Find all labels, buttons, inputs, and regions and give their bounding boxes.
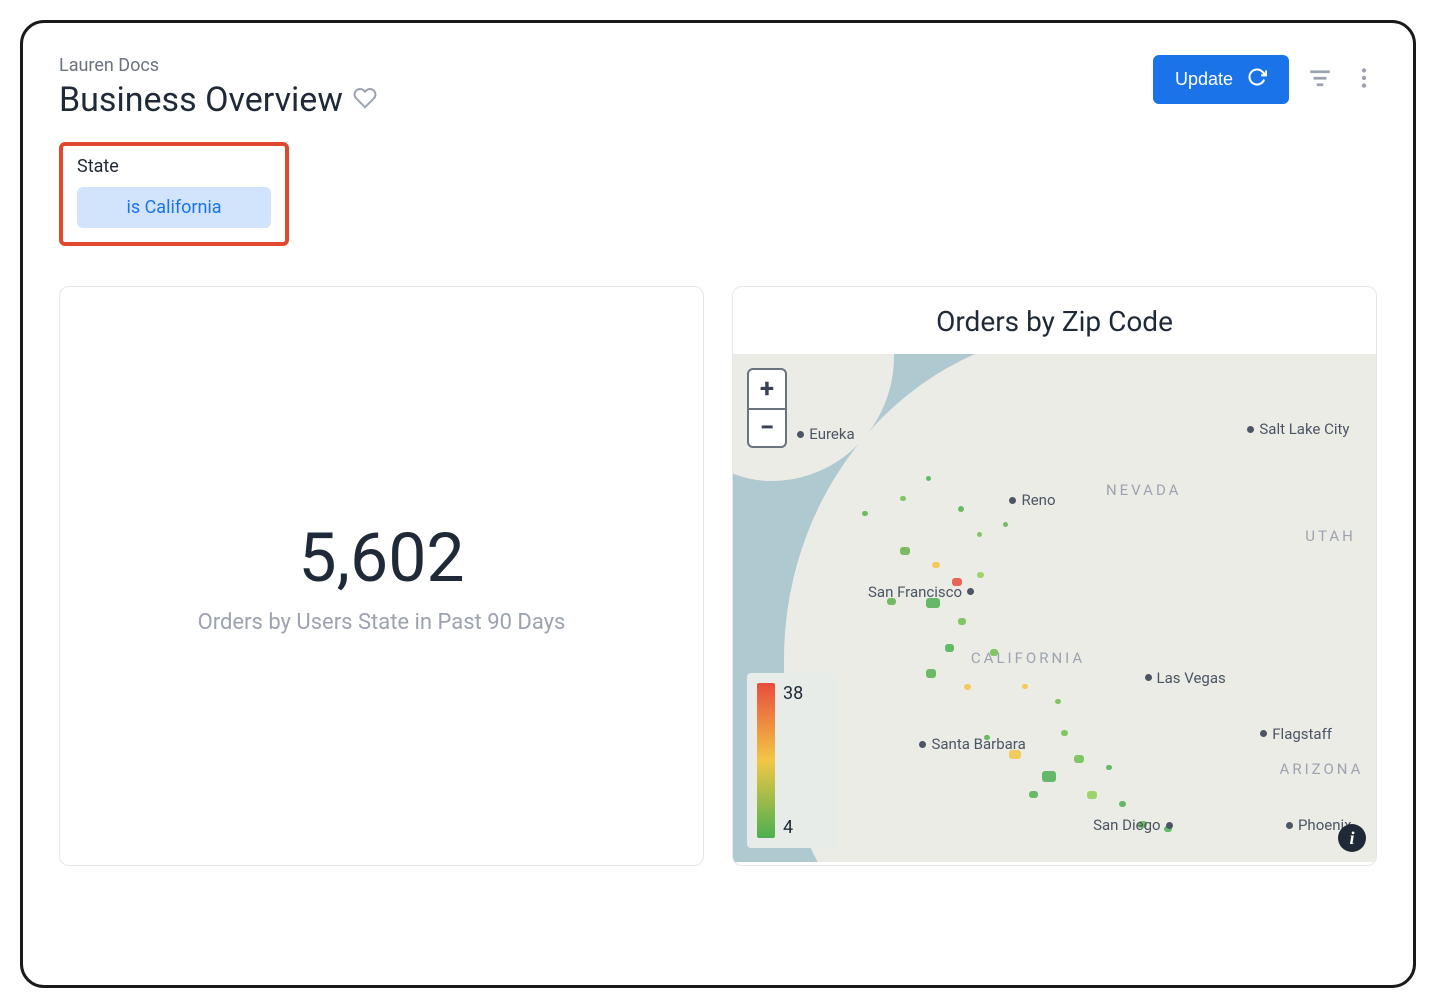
map-card-title: Orders by Zip Code [733,287,1376,354]
city-label-text: San Francisco [868,583,962,601]
city-dot-icon [919,741,926,748]
dashboard-window: Lauren Docs Business Overview Update [20,20,1416,988]
filter-state-box: State is California [59,142,289,246]
favorite-heart-icon[interactable] [353,86,377,114]
city-label: Las Vegas [1145,669,1226,687]
more-menu-icon[interactable] [1351,65,1377,95]
map-card: Orders by Zip Code + − 38 4 i NEVADA [732,286,1377,866]
map-cluster [990,649,998,656]
map-cluster [1061,730,1068,736]
filter-label: State [77,156,271,177]
header-actions: Update [1153,55,1377,104]
city-dot-icon [1286,822,1293,829]
city-label-text: Flagstaff [1272,725,1332,743]
map-legend: 38 4 [747,673,837,848]
update-button[interactable]: Update [1153,55,1289,104]
page-title: Business Overview [59,80,343,120]
legend-gradient [757,683,775,838]
city-dot-icon [1166,822,1173,829]
state-label: CALIFORNIA [971,649,1085,667]
map-cluster [1042,771,1056,782]
title-row: Business Overview [59,80,377,120]
map-cluster [1029,791,1038,798]
city-dot-icon [1009,497,1016,504]
map-cluster [926,669,936,678]
state-label: ARIZONA [1280,760,1364,778]
legend-labels: 38 4 [783,683,803,838]
city-label: Salt Lake City [1247,420,1349,438]
filter-icon[interactable] [1307,65,1333,95]
city-dot-icon [1260,730,1267,737]
city-label-text: Eureka [809,425,854,443]
map-cluster [945,644,954,652]
city-label-text: San Diego [1093,816,1161,834]
map-cluster [1055,699,1061,704]
header-left: Lauren Docs Business Overview [59,55,377,120]
legend-max: 38 [783,683,803,704]
city-dot-icon [1247,426,1254,433]
kpi-card[interactable]: 5,602 Orders by Users State in Past 90 D… [59,286,704,866]
city-label: Santa Barbara [919,735,1025,753]
legend-min: 4 [783,817,803,838]
map-cluster [958,618,966,625]
city-label: San Diego [1093,816,1173,834]
map-cluster [1087,791,1097,799]
update-button-label: Update [1175,69,1233,90]
zoom-out-button[interactable]: − [749,408,785,446]
city-label: Eureka [797,425,854,443]
zoom-in-button[interactable]: + [749,370,785,408]
zoom-controls: + − [747,368,787,448]
city-label-text: Salt Lake City [1259,420,1349,438]
map-cluster [1119,801,1126,807]
refresh-icon [1247,67,1267,92]
city-dot-icon [1145,674,1152,681]
city-label: San Francisco [868,583,974,601]
city-dot-icon [797,431,804,438]
map-info-icon[interactable]: i [1338,824,1366,852]
map-cluster [1003,522,1008,527]
kpi-subtitle: Orders by Users State in Past 90 Days [198,610,566,635]
cards-row: 5,602 Orders by Users State in Past 90 D… [59,286,1377,866]
state-label: NEVADA [1106,481,1182,499]
filter-chip[interactable]: is California [77,187,271,228]
city-label: Flagstaff [1260,725,1332,743]
city-label-text: Las Vegas [1157,669,1226,687]
map-area[interactable]: + − 38 4 i NEVADA CALIFORNIA UTAH ARIZONA Eu… [733,354,1376,862]
city-label: Reno [1009,491,1055,509]
header: Lauren Docs Business Overview Update [59,55,1377,120]
map-cluster [900,547,910,555]
kpi-value: 5,602 [298,518,464,598]
city-label-text: Reno [1021,491,1055,509]
breadcrumb[interactable]: Lauren Docs [59,55,377,76]
map-cluster [926,476,931,481]
city-label-text: Santa Barbara [931,735,1025,753]
city-dot-icon [967,588,974,595]
state-label: UTAH [1305,527,1356,545]
map-cluster [1074,755,1084,763]
